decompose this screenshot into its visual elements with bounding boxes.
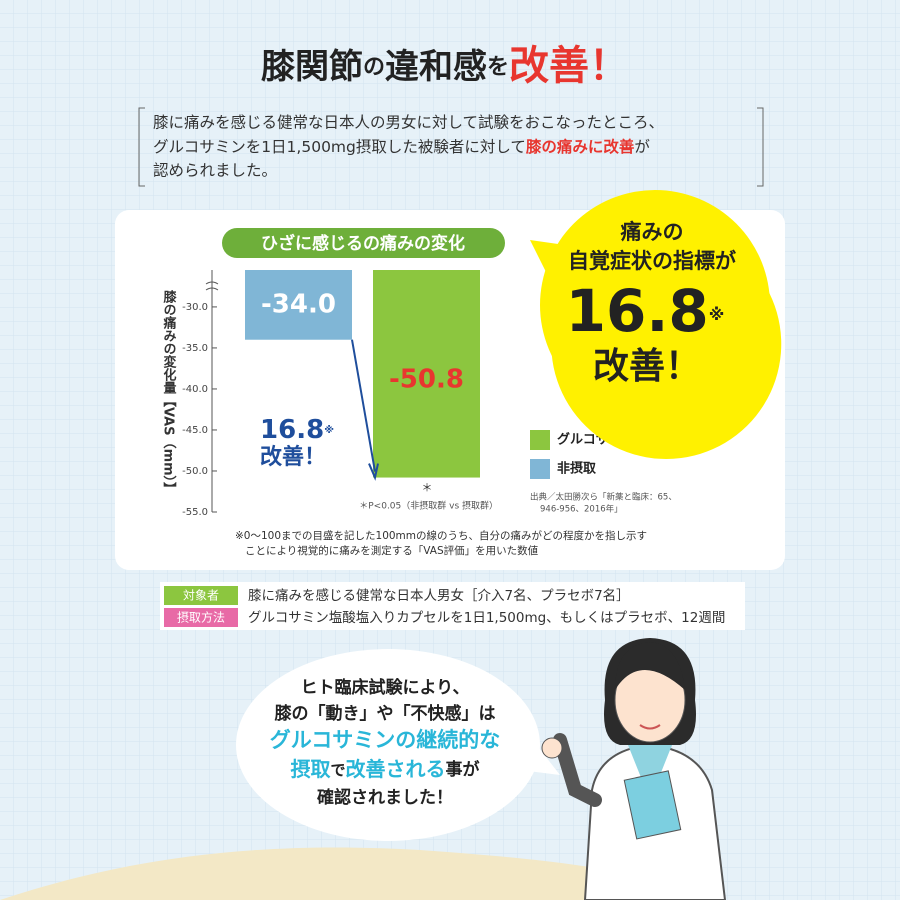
value-label: -50.8 [389,365,464,395]
value-label: -34.0 [261,289,336,319]
y-tick-label: -35.0 [182,343,208,354]
legend-swatch [530,430,550,450]
y-tick-label: -40.0 [182,384,208,395]
callout-number: 16.8※ [566,277,725,345]
y-tick-label: -45.0 [182,425,208,436]
bubble-text: 確認されました！ [317,787,453,808]
callout-text: 痛みの [621,220,684,244]
difference-number: 16.8※ [260,415,334,445]
difference-number: 16.8 [260,415,324,445]
table-label: 摂取方法 [177,610,225,625]
bubble-text: 摂取で改善される事が [290,757,479,781]
bottom-blob [0,847,720,900]
legend-label: 非摂取 [557,461,597,477]
intro-line: 認められました。 [153,162,277,180]
table-cell: 膝に痛みを感じる健常な日本人男女［介入7名、プラセボ7名］ [248,587,630,604]
legend-swatch [530,459,550,479]
doctor-illustration [541,638,727,901]
difference-text: 改善！ [260,444,326,470]
bracket [138,107,764,187]
chart-title: ひざに感じるの痛みの変化 [261,233,465,254]
difference-mark: ※ [324,424,334,436]
callout-text: 改善！ [593,346,701,387]
table-label-bg [164,608,238,627]
table-label: 対象者 [183,589,219,603]
source: 出典／太田勝次ら「新薬と臨床：65、 [530,492,677,503]
speech-bubble [236,649,540,841]
y-tick-label: -50.0 [182,466,208,477]
bubble-text: 膝の「動き」や「不快感」は [275,703,496,724]
bubble-text: グルコサミンの継続的な [270,728,501,752]
main-title: 膝関節の違和感を改善！ [261,43,629,89]
source: 946-956、2016年」 [540,504,623,515]
significance-note: ＊P<0.05（非摂取群 vs 摂取群） [359,500,498,512]
bubble-text: ヒト臨床試験により、 [301,677,470,698]
info-table [160,582,745,630]
table-label-bg [164,586,238,605]
bar [245,270,352,340]
table-cell: グルコサミン塩酸塩入りカプセルを1日1,500mg、もしくはプラセボ、12週間 [248,610,725,626]
significance-mark: ＊ [422,481,433,494]
footnote: ※0～100までの目盛を記した100mmの線のうち、自分の痛みがどの程度かを指し… [235,529,647,542]
bubble-tail [520,730,560,775]
y-axis-label: 膝の痛みの変化量【VAS（mm）】 [161,289,178,495]
difference-arrow [351,339,379,481]
intro-line: グルコサミンを1日1,500mg摂取した被験者に対して膝の痛みに改善が [153,137,650,156]
y-tick-label: -30.0 [182,302,208,313]
intro-line: 膝に痛みを感じる健常な日本人の男女に対して試験をおこなったところ、 [153,113,664,132]
footnote: ことにより視覚的に痛みを測定する「VAS評価」を用いた数値 [245,544,539,557]
callout-text: 自覚症状の指標が [568,249,736,273]
plot: -30.0 -35.0 -40.0 -45.0 -50.0 -55.0 -34.0 -50.8… [182,270,677,518]
bar [373,270,480,478]
y-tick-label: -55.0 [182,507,208,518]
callout-circle [540,190,770,420]
axis-break [205,281,219,291]
chart-title-pill [222,228,505,258]
